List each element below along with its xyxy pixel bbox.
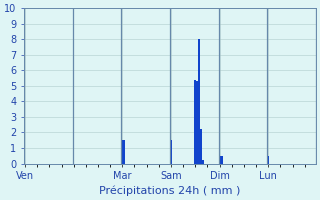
Bar: [202, 160, 204, 164]
Bar: [121, 140, 123, 164]
Bar: [123, 140, 125, 164]
Bar: [170, 140, 172, 164]
Bar: [220, 156, 223, 164]
Bar: [267, 156, 269, 164]
Bar: [196, 81, 198, 164]
X-axis label: Précipitations 24h ( mm ): Précipitations 24h ( mm ): [99, 185, 241, 196]
Bar: [198, 39, 200, 164]
Bar: [194, 80, 196, 164]
Bar: [200, 129, 202, 164]
Bar: [219, 156, 220, 164]
